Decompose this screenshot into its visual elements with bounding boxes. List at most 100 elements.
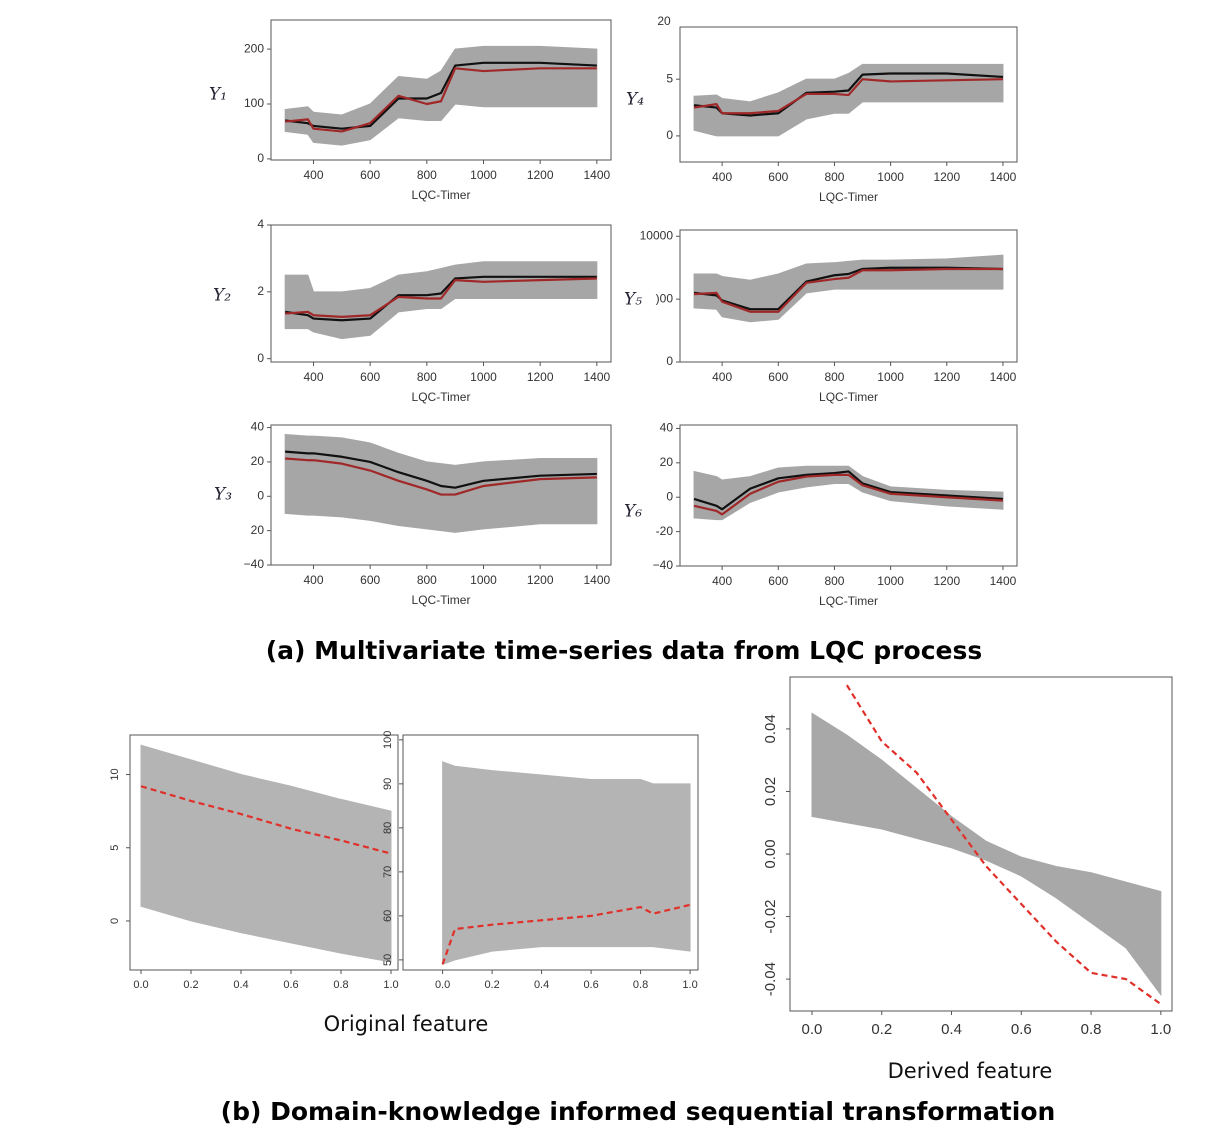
x-tick-label: 1400 — [583, 573, 610, 587]
x-tick-label: 1000 — [877, 574, 904, 588]
series-line — [285, 67, 597, 133]
y-axis-label: Y₅ — [624, 290, 642, 310]
x-axis-label: LQC-Timer — [819, 594, 878, 608]
x-tick-label: 1400 — [583, 370, 610, 384]
y-tick-label: 0 — [257, 351, 264, 365]
x-tick-label: 1200 — [527, 168, 554, 182]
y-tick-label: 50 — [382, 954, 394, 966]
x-axis-label: LQC-Timer — [819, 390, 878, 404]
y-tick-label: 0 — [109, 918, 121, 924]
x-tick-label: 1400 — [583, 168, 610, 182]
x-tick-label: 800 — [417, 573, 437, 587]
y-tick-label: 0 — [257, 151, 264, 165]
x-tick-label: 1000 — [877, 370, 904, 384]
plot-frame — [402, 734, 699, 971]
x-tick-label: 1400 — [990, 170, 1017, 184]
y-tick-label: 90 — [382, 778, 394, 790]
y-tick-label: 0.02 — [762, 777, 779, 806]
y-tick-label: 0.00 — [762, 839, 779, 868]
y-tick-label: 10000 — [640, 228, 674, 242]
x-tick-label: 0.4 — [233, 979, 248, 991]
x-tick-label: 400 — [712, 170, 732, 184]
x-tick-label: 0.6 — [1011, 1021, 1032, 1038]
y-tick-label: 80 — [382, 822, 394, 834]
plot-area — [693, 465, 1004, 521]
x-tick-label: 1200 — [933, 574, 960, 588]
y-tick-label: 40 — [660, 421, 674, 435]
x-tick-label: 1200 — [933, 170, 960, 184]
y-tick-label: 60 — [382, 910, 394, 922]
x-axis-label: LQC-Timer — [412, 188, 471, 202]
y-tick-label: 5 — [666, 71, 673, 85]
y-tick-label: 100 — [244, 96, 264, 110]
x-tick-label: 0.6 — [583, 979, 598, 991]
series-band — [284, 433, 598, 533]
series-band — [284, 261, 598, 340]
series-band — [442, 761, 691, 965]
y-tick-label: 10 — [109, 768, 121, 780]
x-tick-label: 800 — [824, 170, 844, 184]
series-line — [140, 785, 392, 855]
series-line — [441, 903, 691, 965]
x-tick-label: 0.8 — [333, 979, 348, 991]
series-line — [693, 267, 1003, 313]
x-tick-label: 0.4 — [941, 1021, 962, 1038]
plot-area — [693, 254, 1004, 323]
x-tick-label: 400 — [303, 573, 323, 587]
x-tick-label: 1400 — [990, 370, 1017, 384]
x-tick-label: 400 — [303, 370, 323, 384]
plot-frame — [270, 224, 612, 363]
series-band — [811, 712, 1162, 997]
x-tick-label: 600 — [768, 370, 788, 384]
x-axis-label: LQC-Timer — [412, 593, 471, 607]
annotation: 20 — [657, 14, 671, 28]
x-tick-label: 1400 — [990, 574, 1017, 588]
y-tick-label: -0.02 — [762, 899, 779, 933]
y-tick-label: 200 — [244, 41, 264, 55]
plot-frame — [270, 424, 612, 566]
x-tick-label: 0.0 — [802, 1021, 823, 1038]
x-tick-label: 400 — [712, 370, 732, 384]
series-band — [140, 744, 392, 963]
plot-area — [284, 261, 598, 340]
x-axis-label: LQC-Timer — [412, 390, 471, 404]
x-tick-label: 0.2 — [183, 979, 198, 991]
x-tick-label: 1.0 — [383, 979, 398, 991]
x-tick-label: 800 — [824, 574, 844, 588]
x-tick-label: 1200 — [527, 370, 554, 384]
y-tick-label: 0 — [666, 128, 673, 142]
series-band — [693, 63, 1004, 137]
series-line — [285, 457, 597, 496]
x-tick-label: 1000 — [470, 168, 497, 182]
x-tick-label: 0.0 — [435, 979, 450, 991]
plot-frame — [270, 19, 612, 161]
series-line — [285, 275, 597, 322]
y-tick-label: 4 — [257, 217, 264, 231]
y-tick-label: −40 — [244, 557, 265, 571]
series-line — [285, 277, 597, 318]
plot-frame — [679, 26, 1018, 163]
series-line — [285, 450, 597, 489]
x-tick-label: 0.2 — [871, 1021, 892, 1038]
x-tick-label: 0.0 — [133, 979, 148, 991]
y-axis-label: Y₂ — [213, 286, 231, 306]
plot-area — [441, 761, 691, 965]
plot-frame — [789, 676, 1173, 1012]
series-line — [845, 684, 1162, 1006]
series-band — [284, 45, 598, 146]
y-tick-label: 100 — [382, 731, 394, 749]
x-tick-label: 1000 — [470, 573, 497, 587]
y-tick-label: 20 — [251, 523, 265, 537]
x-tick-label: 1.0 — [1150, 1021, 1171, 1038]
x-tick-label: 0.8 — [633, 979, 648, 991]
x-axis-label: Original feature — [324, 1012, 489, 1036]
y-tick-label: 0 — [257, 488, 264, 502]
caption-b: (b) Domain-knowledge informed sequential… — [221, 1097, 1056, 1126]
x-tick-label: 600 — [768, 574, 788, 588]
series-line — [693, 78, 1003, 115]
x-tick-label: 400 — [303, 168, 323, 182]
series-line — [693, 470, 1004, 511]
plot-area — [140, 744, 392, 963]
y-axis-label: Y₄ — [626, 90, 644, 110]
